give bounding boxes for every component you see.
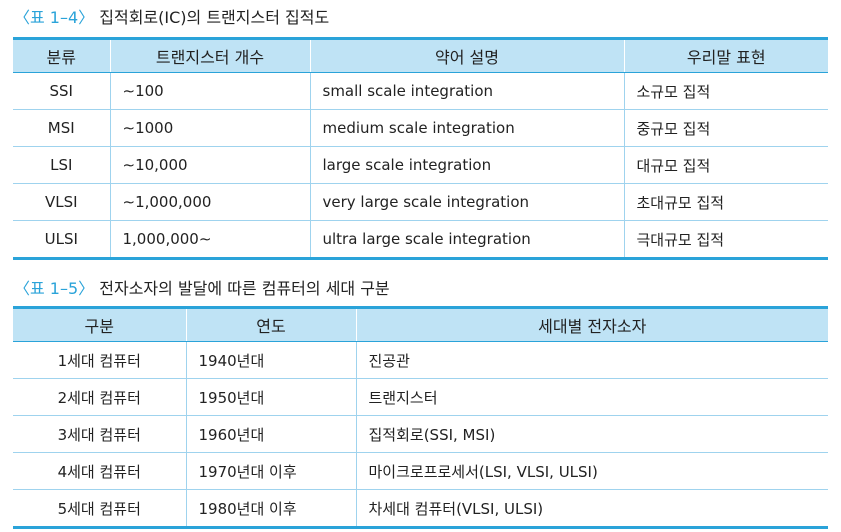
cell-korean-term: 소규모 집적 xyxy=(623,72,828,110)
table-row: SSI ∼100 small scale integration 소규모 집적 xyxy=(13,72,828,110)
table-row: 4세대 컴퓨터 1970년대 이후 마이크로프로세서(LSI, VLSI, UL… xyxy=(13,452,828,490)
cell-category: SSI xyxy=(13,72,110,110)
header-electronic-device: 세대별 전자소자 xyxy=(355,306,828,342)
cell-transistor-count: ∼1000 xyxy=(109,109,310,147)
cell-generation: 4세대 컴퓨터 xyxy=(13,452,186,490)
table-row: 3세대 컴퓨터 1960년대 집적회로(SSI, MSI) xyxy=(13,415,828,453)
table-2-caption: 〈표 1–5〉 전자소자의 발달에 따른 컴퓨터의 세대 구분 xyxy=(14,279,390,299)
table-1-number: 〈표 1–4〉 xyxy=(14,8,95,27)
table-row: VLSI ∼1,000,000 very large scale integra… xyxy=(13,183,828,221)
cell-transistor-count: 1,000,000∼ xyxy=(109,220,310,260)
table-1-caption: 〈표 1–4〉 집적회로(IC)의 트랜지스터 집적도 xyxy=(14,8,329,28)
header-generation: 구분 xyxy=(13,306,186,342)
cell-abbreviation: ultra large scale integration xyxy=(309,220,624,260)
computer-generations-table: 구분 연도 세대별 전자소자 1세대 컴퓨터 1940년대 진공관 2세대 컴퓨… xyxy=(13,306,828,529)
cell-korean-term: 초대규모 집적 xyxy=(623,183,828,221)
cell-year: 1940년대 xyxy=(185,341,356,379)
table-row: ULSI 1,000,000∼ ultra large scale integr… xyxy=(13,220,828,260)
cell-abbreviation: medium scale integration xyxy=(309,109,624,147)
cell-category: VLSI xyxy=(13,183,110,221)
header-abbreviation: 약어 설명 xyxy=(309,37,624,73)
cell-generation: 3세대 컴퓨터 xyxy=(13,415,186,453)
table-header-row: 구분 연도 세대별 전자소자 xyxy=(13,306,828,342)
header-category: 분류 xyxy=(13,37,110,73)
cell-generation: 1세대 컴퓨터 xyxy=(13,341,186,379)
cell-abbreviation: small scale integration xyxy=(309,72,624,110)
cell-korean-term: 중규모 집적 xyxy=(623,109,828,147)
cell-electronic-device: 차세대 컴퓨터(VLSI, ULSI) xyxy=(355,489,828,529)
cell-korean-term: 극대규모 집적 xyxy=(623,220,828,260)
cell-category: MSI xyxy=(13,109,110,147)
cell-year: 1960년대 xyxy=(185,415,356,453)
header-year: 연도 xyxy=(185,306,356,342)
cell-generation: 5세대 컴퓨터 xyxy=(13,489,186,529)
table-1-title: 집적회로(IC)의 트랜지스터 집적도 xyxy=(99,8,330,27)
cell-electronic-device: 진공관 xyxy=(355,341,828,379)
cell-year: 1980년대 이후 xyxy=(185,489,356,529)
cell-electronic-device: 트랜지스터 xyxy=(355,378,828,416)
table-2-title: 전자소자의 발달에 따른 컴퓨터의 세대 구분 xyxy=(99,279,390,298)
cell-electronic-device: 집적회로(SSI, MSI) xyxy=(355,415,828,453)
cell-category: LSI xyxy=(13,146,110,184)
cell-category: ULSI xyxy=(13,220,110,260)
cell-abbreviation: large scale integration xyxy=(309,146,624,184)
ic-integration-table: 분류 트랜지스터 개수 약어 설명 우리말 표현 SSI ∼100 small … xyxy=(13,37,828,260)
table-row: LSI ∼10,000 large scale integration 대규모 … xyxy=(13,146,828,184)
cell-korean-term: 대규모 집적 xyxy=(623,146,828,184)
cell-transistor-count: ∼1,000,000 xyxy=(109,183,310,221)
table-header-row: 분류 트랜지스터 개수 약어 설명 우리말 표현 xyxy=(13,37,828,73)
cell-generation: 2세대 컴퓨터 xyxy=(13,378,186,416)
table-2-number: 〈표 1–5〉 xyxy=(14,279,95,298)
table-row: 1세대 컴퓨터 1940년대 진공관 xyxy=(13,341,828,379)
header-korean-term: 우리말 표현 xyxy=(623,37,828,73)
cell-transistor-count: ∼10,000 xyxy=(109,146,310,184)
cell-abbreviation: very large scale integration xyxy=(309,183,624,221)
cell-year: 1950년대 xyxy=(185,378,356,416)
table-row: MSI ∼1000 medium scale integration 중규모 집… xyxy=(13,109,828,147)
cell-electronic-device: 마이크로프로세서(LSI, VLSI, ULSI) xyxy=(355,452,828,490)
cell-year: 1970년대 이후 xyxy=(185,452,356,490)
table-row: 2세대 컴퓨터 1950년대 트랜지스터 xyxy=(13,378,828,416)
cell-transistor-count: ∼100 xyxy=(109,72,310,110)
header-transistor-count: 트랜지스터 개수 xyxy=(109,37,310,73)
table-row: 5세대 컴퓨터 1980년대 이후 차세대 컴퓨터(VLSI, ULSI) xyxy=(13,489,828,529)
